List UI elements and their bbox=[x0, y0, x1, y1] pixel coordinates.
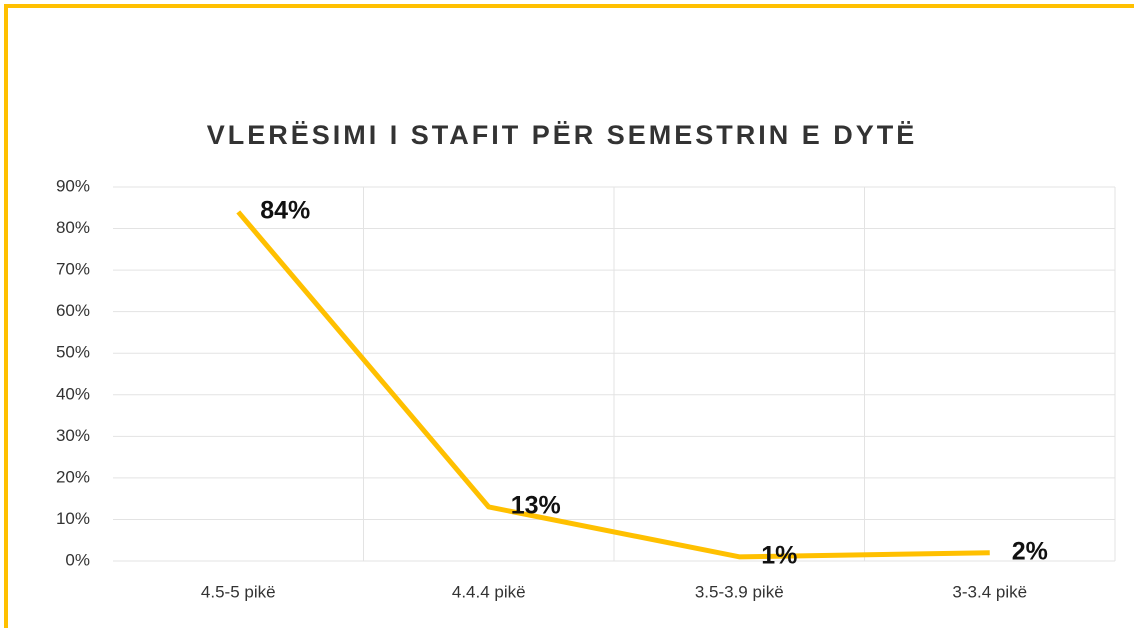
x-tick-label: 4.4.4 pikë bbox=[452, 582, 526, 601]
y-tick-label: 20% bbox=[56, 467, 90, 486]
line bbox=[236, 210, 990, 560]
y-tick-label: 50% bbox=[56, 343, 90, 362]
y-tick-label: 90% bbox=[56, 176, 90, 195]
y-tick-label: 80% bbox=[56, 218, 90, 237]
data-label: 2% bbox=[1012, 537, 1048, 565]
chart-title: VLERËSIMI I STAFIT PËR SEMESTRIN E DYTË bbox=[207, 120, 918, 150]
y-tick-label: 70% bbox=[56, 260, 90, 279]
y-tick-label: 60% bbox=[56, 301, 90, 320]
data-label: 13% bbox=[511, 492, 561, 520]
x-tick-label: 4.5-5 pikë bbox=[201, 582, 276, 601]
x-tick-label: 3.5-3.9 pikë bbox=[695, 582, 784, 601]
x-tick-label: 3-3.4 pikë bbox=[952, 582, 1027, 601]
data-label: 84% bbox=[260, 197, 310, 225]
frame bbox=[4, 4, 1134, 628]
y-tick-label: 0% bbox=[65, 550, 90, 569]
y-tick-label: 10% bbox=[56, 509, 90, 528]
y-tick-label: 40% bbox=[56, 384, 90, 403]
y-tick-label: 30% bbox=[56, 426, 90, 445]
data-label: 1% bbox=[761, 541, 797, 569]
